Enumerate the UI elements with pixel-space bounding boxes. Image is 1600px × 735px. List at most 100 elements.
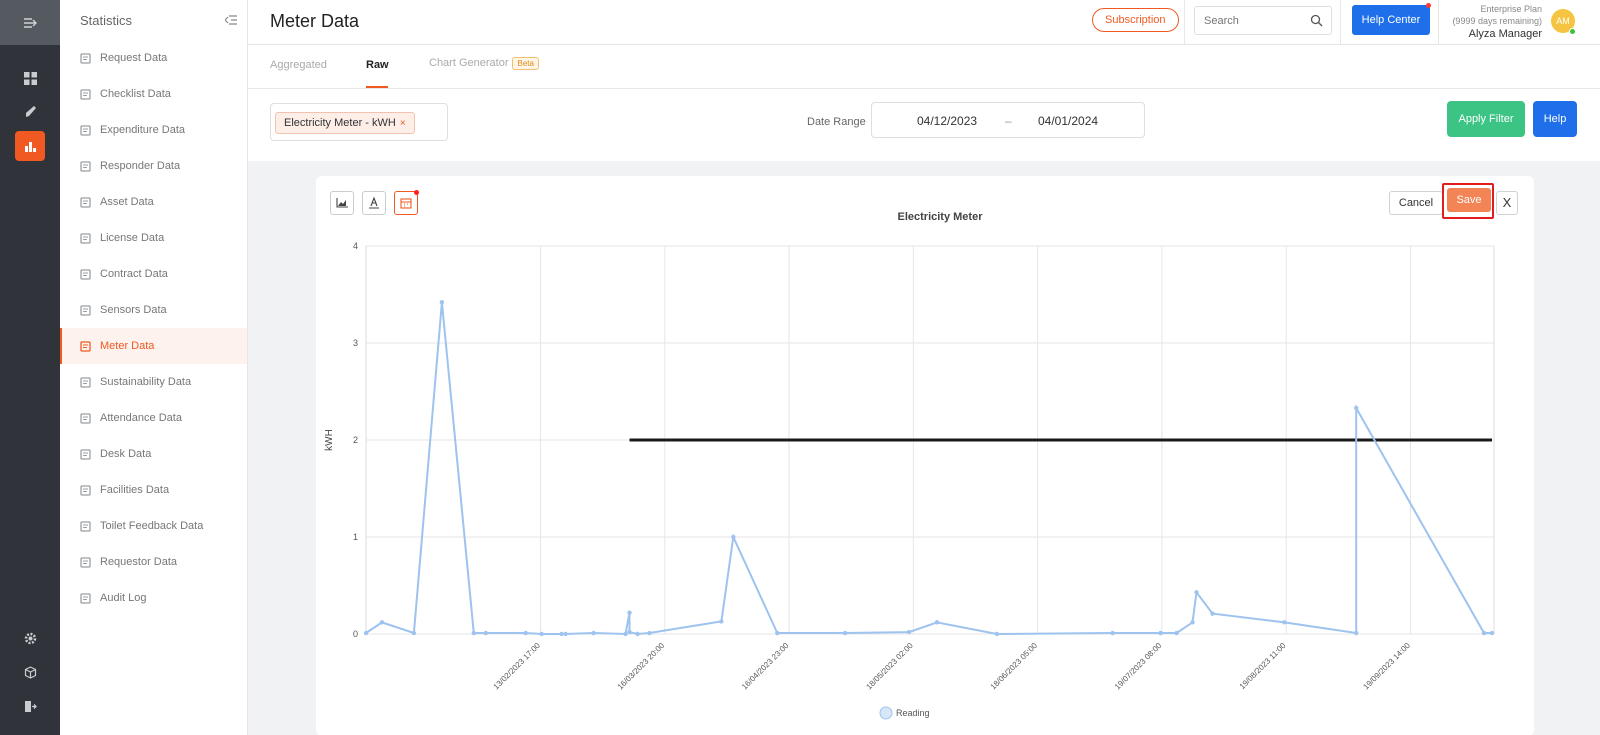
date-from[interactable]: 04/12/2023 — [917, 114, 978, 128]
settings-button[interactable] — [15, 623, 45, 653]
y-tick-label: 0 — [353, 629, 358, 639]
tab-chart-generator[interactable]: Chart Generator Beta — [429, 57, 539, 70]
x-tick-label: 19/08/2023 11:00 — [1238, 641, 1288, 691]
text-icon — [369, 197, 379, 209]
sustainability-icon — [78, 375, 92, 389]
cancel-button[interactable]: Cancel — [1389, 191, 1443, 215]
y-tick-label: 4 — [353, 241, 358, 251]
data-point — [1110, 630, 1115, 636]
chart-type-button[interactable] — [330, 191, 354, 215]
data-point — [411, 630, 417, 636]
data-point — [623, 631, 628, 637]
save-button[interactable]: Save — [1447, 188, 1491, 212]
y-axis-label: kWH — [324, 429, 335, 451]
sidebar-item-facilities-data[interactable]: Facilities Data — [60, 472, 247, 508]
desk-icon — [78, 447, 92, 461]
data-point — [994, 631, 1000, 637]
x-tick-label: 19/09/2023 14:00 — [1361, 641, 1412, 692]
chart-title: Electricity Meter — [898, 211, 984, 223]
sidebar-item-contract-data[interactable]: Contract Data — [60, 256, 247, 292]
calendar-button[interactable] — [394, 190, 419, 215]
sidebar-item-license-data[interactable]: License Data — [60, 220, 247, 256]
sidebar-item-label: Contract Data — [100, 268, 168, 280]
sidebar-item-attendance-data[interactable]: Attendance Data — [60, 400, 247, 436]
user-name: Alyza Manager — [1468, 28, 1542, 40]
y-tick-label: 1 — [353, 532, 358, 542]
meter-chip-label: Electricity Meter - kWH — [284, 117, 396, 129]
audit-log-icon — [78, 591, 92, 605]
y-tick-label: 3 — [353, 338, 358, 348]
data-point — [483, 630, 488, 636]
meter-select[interactable]: Electricity Meter - kWH × — [270, 103, 448, 141]
data-point — [719, 619, 724, 624]
data-point — [1481, 630, 1487, 636]
sidebar-item-responder-data[interactable]: Responder Data — [60, 148, 247, 184]
sidebar-item-meter-data[interactable]: Meter Data — [60, 328, 247, 364]
statistics-button[interactable] — [15, 131, 45, 161]
data-point — [1174, 630, 1179, 636]
sidebar-item-audit-log[interactable]: Audit Log — [60, 580, 247, 616]
header-divider — [1438, 0, 1439, 45]
sidebar-item-sustainability-data[interactable]: Sustainability Data — [60, 364, 247, 400]
help-center-button[interactable]: Help Center — [1352, 5, 1430, 35]
cube-button[interactable] — [15, 657, 45, 687]
sidebar-item-label: Checklist Data — [100, 88, 171, 100]
settings-icon — [24, 632, 36, 644]
data-point — [934, 620, 940, 625]
sidebar-item-checklist-data[interactable]: Checklist Data — [60, 76, 247, 112]
data-point — [363, 630, 369, 636]
collapse-sidebar-button[interactable] — [219, 9, 243, 31]
logout-button[interactable] — [15, 691, 45, 721]
search-input[interactable] — [1195, 7, 1295, 34]
tab-raw[interactable]: Raw — [366, 59, 389, 71]
search-icon[interactable] — [1310, 14, 1323, 27]
text-style-button[interactable] — [362, 191, 386, 215]
sidebar-item-toilet-feedback-data[interactable]: Toilet Feedback Data — [60, 508, 247, 544]
rocket-button[interactable] — [15, 97, 45, 127]
data-point — [775, 630, 780, 636]
data-point — [627, 629, 632, 635]
sidebar-item-sensors-data[interactable]: Sensors Data — [60, 292, 247, 328]
top-header: Meter Data Subscription Help Center Ente… — [248, 0, 1600, 45]
search-box[interactable] — [1194, 6, 1332, 35]
data-point — [647, 630, 652, 636]
dashboard-button[interactable] — [15, 63, 45, 93]
apply-filter-button[interactable]: Apply Filter — [1447, 101, 1525, 137]
sidebar-item-label: Expenditure Data — [100, 124, 185, 136]
date-range-picker[interactable]: 04/12/2023 – 04/01/2024 — [871, 102, 1145, 138]
sidebar-item-desk-data[interactable]: Desk Data — [60, 436, 247, 472]
data-point — [842, 630, 848, 636]
help-button[interactable]: Help — [1533, 101, 1577, 137]
plan-remaining: (9999 days remaining) — [1452, 16, 1542, 26]
menu-expand-button[interactable] — [0, 0, 60, 45]
sidebar-item-label: Meter Data — [100, 340, 155, 352]
data-point — [591, 630, 596, 636]
sidebar-item-label: Facilities Data — [100, 484, 170, 496]
plan-info[interactable]: Enterprise Plan (9999 days remaining) Al… — [1444, 3, 1542, 41]
contract-icon — [78, 267, 92, 281]
close-button[interactable]: X — [1496, 191, 1518, 215]
data-point — [906, 629, 912, 635]
x-tick-label: 16/03/2023 20:00 — [616, 641, 667, 692]
beta-badge: Beta — [512, 57, 539, 70]
chip-remove-icon[interactable]: × — [399, 118, 406, 129]
facilities-icon — [78, 483, 92, 497]
data-point — [1194, 590, 1199, 595]
header-divider — [1184, 0, 1185, 45]
asset-icon — [78, 195, 92, 209]
sidebar-item-requestor-data[interactable]: Requestor Data — [60, 544, 247, 580]
online-status-dot — [1569, 28, 1576, 35]
save-highlight-box — [1442, 183, 1494, 219]
icon-rail — [0, 0, 60, 735]
sidebar-item-label: Request Data — [100, 52, 168, 64]
expenditure-icon — [78, 123, 92, 137]
x-tick-label: 19/07/2023 08:00 — [1113, 641, 1164, 692]
data-point — [1354, 630, 1359, 636]
responder-icon — [78, 159, 92, 173]
sidebar-item-request-data[interactable]: Request Data — [60, 40, 247, 76]
sidebar-item-expenditure-data[interactable]: Expenditure Data — [60, 112, 247, 148]
sidebar-item-asset-data[interactable]: Asset Data — [60, 184, 247, 220]
subscription-button[interactable]: Subscription — [1092, 8, 1179, 32]
tab-aggregated[interactable]: Aggregated — [270, 59, 327, 71]
date-to[interactable]: 04/01/2024 — [1038, 114, 1099, 128]
